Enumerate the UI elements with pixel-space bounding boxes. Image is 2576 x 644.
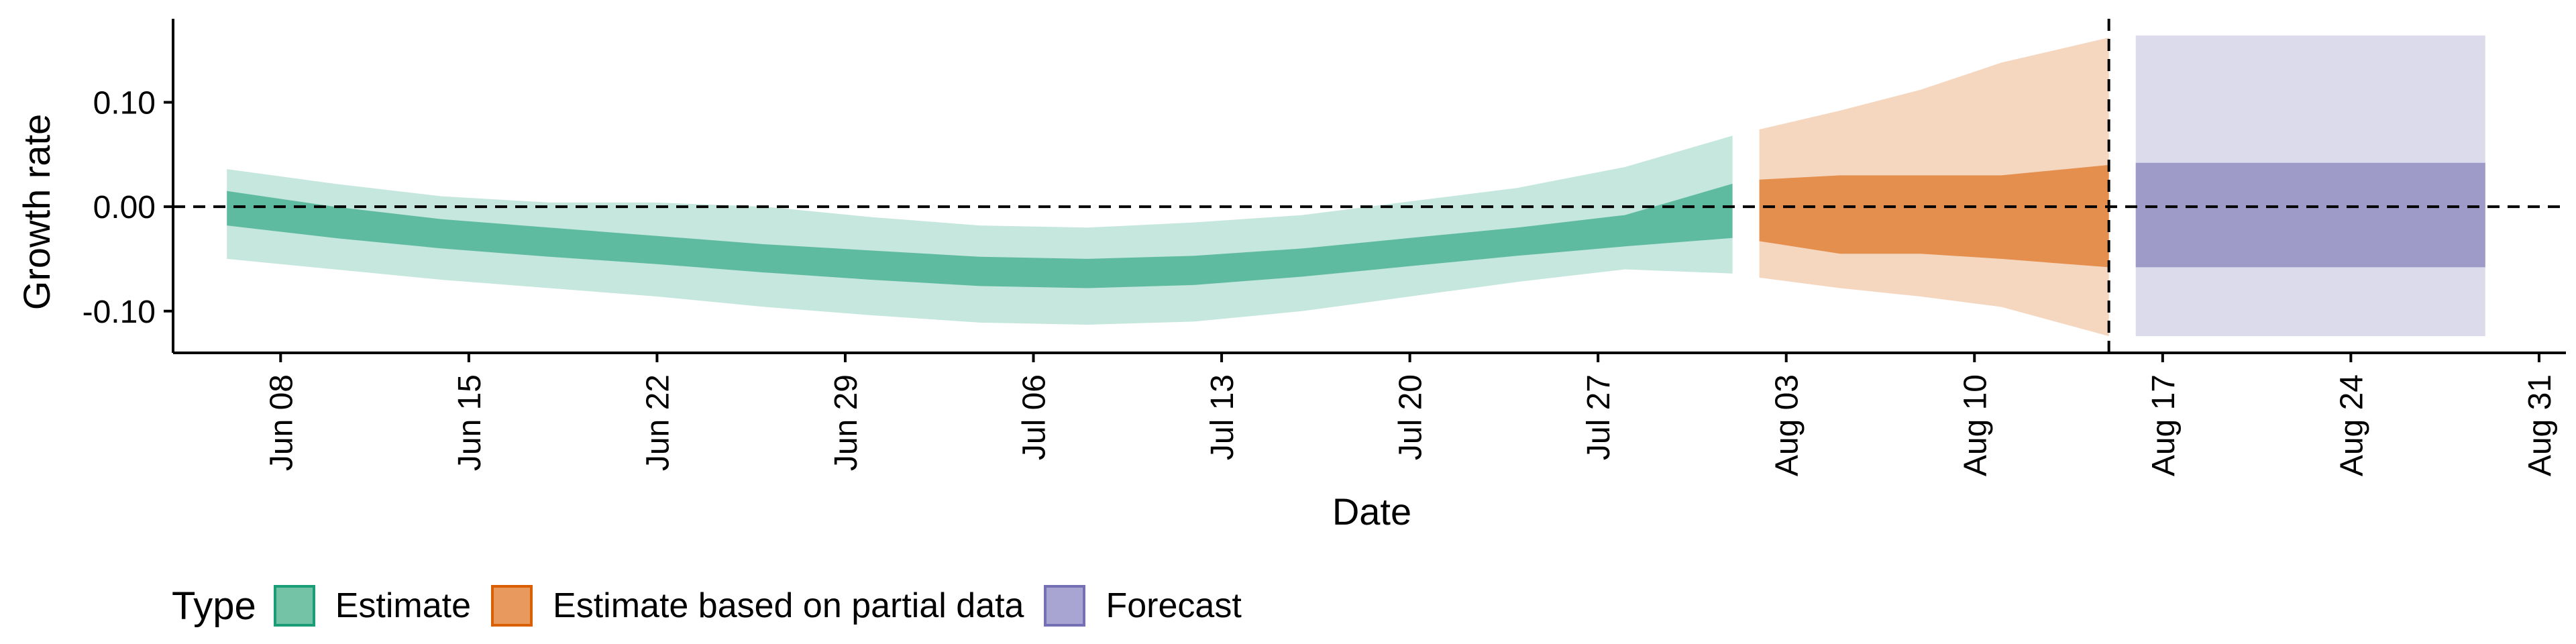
x-tick-label: Aug 31 [2522, 374, 2558, 476]
x-tick-label: Jul 27 [1581, 374, 1617, 460]
y-axis-title: Growth rate [15, 114, 58, 311]
legend-key-forecast [1044, 585, 1086, 627]
x-tick-label: Jul 06 [1017, 374, 1053, 460]
legend-key-partial [491, 585, 533, 627]
x-tick-label: Jul 13 [1205, 374, 1240, 460]
x-tick-label: Jun 29 [828, 374, 864, 471]
ticks: -0.10 0.00 0.10 Jun 08 Jun 15 Jun 22 Jun 29 Jul… [83, 86, 2558, 477]
legend-key-estimate [273, 585, 315, 627]
forecast-band-50 [2135, 162, 2485, 268]
x-tick-label: Jun 08 [264, 374, 299, 471]
legend-label-forecast: Forecast [1106, 586, 1242, 625]
legend-label-partial: Estimate based on partial data [553, 586, 1024, 625]
x-tick-label: Aug 03 [1770, 374, 1805, 476]
reference-lines [173, 19, 2566, 353]
x-tick-label: Aug 10 [1957, 374, 1993, 476]
estimate-band-90 [227, 136, 1733, 325]
x-tick-label: Jun 15 [452, 374, 488, 471]
legend-item-estimate: Estimate [273, 585, 472, 627]
y-tick-label: 0.10 [93, 86, 156, 121]
legend-item-partial: Estimate based on partial data [491, 585, 1024, 627]
y-tick-label: -0.10 [83, 294, 156, 330]
legend-title: Type [172, 584, 256, 628]
x-tick-label: Jun 22 [640, 374, 676, 471]
estimate-based-on-partial-data-band-50 [1759, 164, 2109, 268]
x-tick-label: Aug 24 [2334, 374, 2369, 476]
legend-label-estimate: Estimate [335, 586, 472, 625]
x-tick-label: Jul 20 [1393, 374, 1429, 460]
legend: Type Estimate Estimate based on partial … [172, 576, 1262, 636]
x-tick-label: Aug 17 [2146, 374, 2182, 476]
axes [172, 19, 2566, 354]
x-axis-title: Date [1332, 490, 1411, 533]
legend-item-forecast: Forecast [1044, 585, 1242, 627]
estimate-band-50 [227, 183, 1733, 288]
band-layer [227, 35, 2485, 337]
y-tick-label: 0.00 [93, 190, 156, 225]
